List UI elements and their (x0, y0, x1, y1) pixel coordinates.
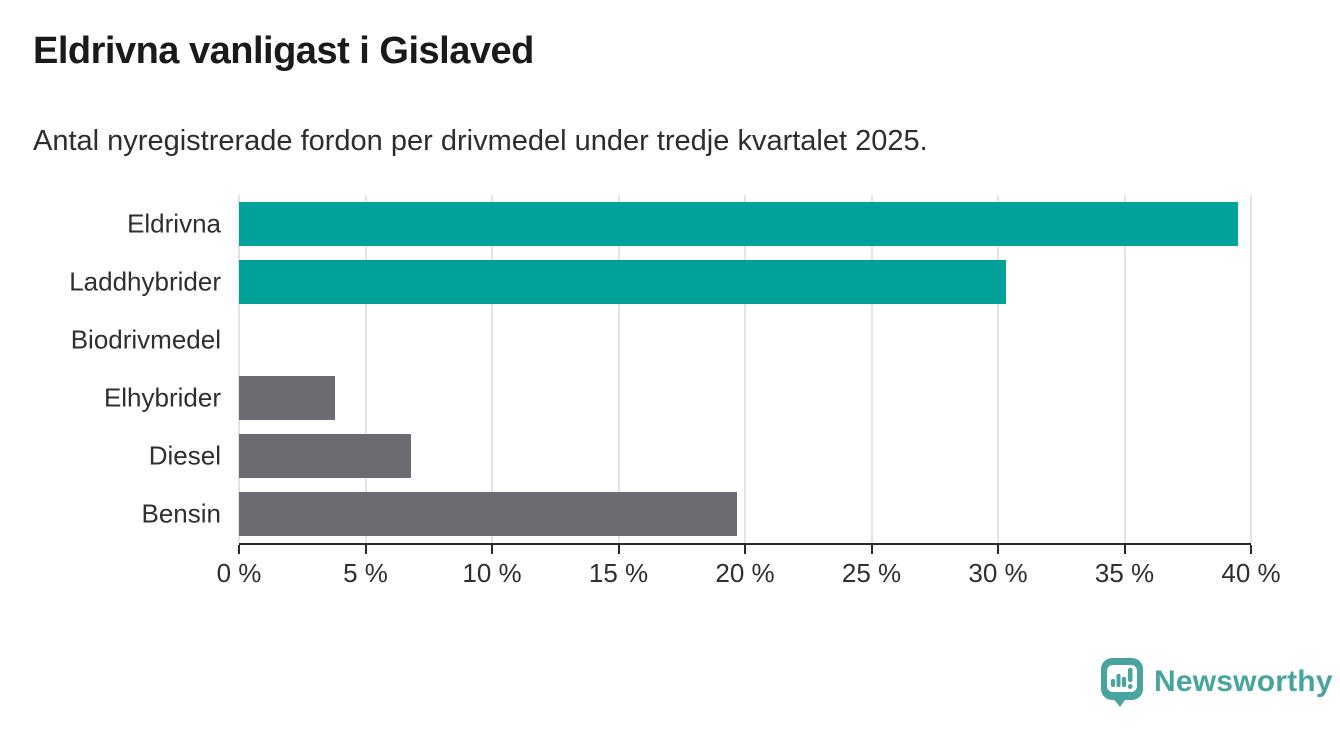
x-tick-label-35: 35 % (1094, 558, 1155, 588)
category-label-laddhybrider: Laddhybrider (69, 266, 221, 297)
category-label-diesel: Diesel (148, 440, 221, 471)
category-label-eldrivna: Eldrivna (127, 208, 221, 239)
x-tick-label-0: 0 % (216, 558, 262, 588)
x-tick-label-25: 25 % (841, 558, 902, 588)
x-tick-10 (491, 545, 493, 554)
bar-diesel (239, 434, 412, 478)
gridline-0 (238, 195, 240, 543)
x-tick-20 (744, 545, 746, 554)
brand-name: Newsworthy (1154, 665, 1333, 698)
x-axis: 0 % 5 % 10 % 15 % 20 % 25 % 30 % 35 % 40 % (217, 545, 1281, 595)
bar-eldrivna (239, 202, 1239, 246)
x-tick-35 (1123, 545, 1126, 554)
x-tick-label-5: 5 % (343, 558, 388, 588)
x-tick-15 (617, 545, 620, 554)
bar-elhybrider (239, 376, 336, 420)
gridline-30 (997, 195, 999, 543)
x-tick-label-30: 30 % (968, 558, 1028, 588)
x-tick-label-15: 15 % (588, 558, 649, 588)
x-tick-25 (870, 545, 873, 554)
bar-bensin (239, 492, 738, 536)
x-tick-label-20: 20 % (715, 558, 775, 588)
category-label-elhybrider: Elhybrider (103, 382, 221, 413)
x-tick-5 (364, 545, 367, 554)
newsworthy-logo-icon (1101, 658, 1143, 707)
gridline-20 (744, 195, 746, 543)
gridline-25 (870, 195, 873, 543)
category-label-bensin: Bensin (141, 498, 222, 529)
gridline-5 (364, 195, 367, 543)
x-tick-40 (1250, 545, 1252, 554)
chart-title: Eldrivna vanligast i Gislaved (33, 30, 534, 72)
plot-area: Eldrivna Laddhybrider Biodrivmedel Elhybrid… (69, 195, 1252, 545)
gridline-35 (1123, 195, 1126, 543)
x-tick-label-40: 40 % (1221, 558, 1281, 588)
x-tick-30 (997, 545, 999, 554)
gridline-15 (617, 195, 620, 543)
x-tick-label-10: 10 % (462, 558, 522, 588)
brand-footer: Newsworthy (1100, 657, 1333, 707)
bar-laddhybrider (239, 260, 1006, 304)
chart-subtitle: Antal nyregistrerade fordon per drivmede… (33, 125, 928, 157)
x-tick-0 (238, 545, 240, 554)
gridline-40 (1250, 195, 1252, 543)
category-label-biodrivmedel: Biodrivmedel (70, 324, 221, 355)
gridline-10 (491, 195, 493, 543)
